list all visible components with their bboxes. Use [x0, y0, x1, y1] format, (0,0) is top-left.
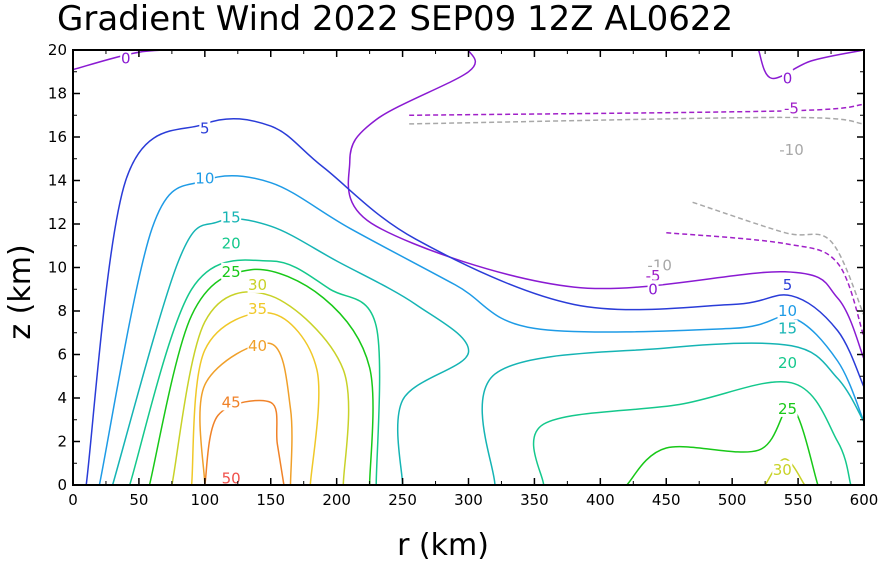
x-tick-label: 500 [718, 491, 747, 509]
y-tick-label: 6 [57, 346, 67, 364]
contour-line-20-0 [128, 259, 381, 485]
contour-label: 5 [200, 119, 210, 137]
contour-label: 25 [222, 263, 241, 281]
contour-label: 30 [773, 461, 792, 479]
contour-label-bg [643, 267, 664, 285]
contour-label: 50 [222, 469, 241, 487]
contour-line-45-0 [204, 399, 285, 485]
contour-label-bg [782, 69, 794, 87]
contour-label: 0 [121, 50, 131, 68]
y-tick-label: 18 [48, 85, 67, 103]
contour-label: 0 [783, 69, 793, 87]
contour-line-0-1 [347, 50, 864, 360]
contour-label-bg [782, 275, 794, 293]
contour-label-bg [120, 49, 132, 67]
contour-label: 25 [778, 400, 797, 418]
contour-line-15-1 [481, 342, 864, 485]
contour-label-bg [247, 336, 268, 354]
contour-line-30-0 [171, 291, 350, 485]
x-tick-label: 450 [652, 491, 681, 509]
contour-line-35-0 [190, 311, 320, 485]
contour-label-bg [647, 280, 659, 298]
contour-label-bg [781, 99, 802, 117]
contour-line-30-1 [764, 458, 806, 485]
contour-label: 30 [248, 276, 267, 294]
x-tick-label: 600 [850, 491, 879, 509]
contour-line-neg10-0 [409, 116, 864, 125]
axes: 0 50 100 150 200 250 300 350 400 450 500 550 6000246… [48, 41, 878, 509]
contour-line-0-2 [757, 50, 864, 80]
contour-label: 45 [222, 393, 241, 411]
contour-label: 15 [778, 319, 797, 337]
contour-label: 15 [222, 208, 241, 226]
x-tick-label: 350 [520, 491, 549, 509]
y-tick-label: 14 [48, 172, 67, 190]
contour-label: 10 [778, 302, 797, 320]
contour-line-neg5-0 [409, 103, 864, 117]
contour-label-bg [777, 302, 798, 319]
x-tick-label: 300 [454, 491, 483, 509]
contour-line-20-1 [532, 381, 852, 485]
y-tick-label: 10 [48, 259, 67, 277]
x-tick-label: 200 [322, 491, 351, 509]
contour-line-0-0 [73, 50, 192, 71]
contour-label-bg [247, 299, 268, 317]
contour-line-40-0 [199, 342, 293, 485]
contour-label-bg [221, 469, 242, 487]
contour-label-bg [221, 393, 242, 411]
x-tick-label: 250 [388, 491, 417, 509]
x-tick-label: 100 [191, 491, 220, 509]
contour-line-25-0 [148, 268, 374, 485]
x-tick-label: 150 [256, 491, 285, 509]
contour-label: -5 [784, 100, 799, 118]
contour-label: 10 [195, 169, 214, 187]
contour-line-neg5-1 [666, 231, 864, 338]
contour-lines [73, 50, 864, 485]
x-tick-label: 50 [129, 491, 148, 509]
contour-line-neg10-1 [692, 201, 864, 316]
y-tick-label: 4 [57, 389, 67, 407]
contour-label: 0 [648, 280, 658, 298]
contour-label-bg [777, 399, 798, 417]
contour-label-bg [199, 119, 211, 137]
contour-label-bg [221, 262, 242, 280]
contour-label-bg [221, 208, 242, 226]
contour-line-25-1 [626, 405, 819, 485]
y-tick-label: 16 [48, 128, 67, 146]
y-tick-label: 8 [57, 302, 67, 320]
contour-label-bg [777, 319, 798, 337]
contour-label: 35 [248, 300, 267, 318]
x-tick-label: 400 [586, 491, 615, 509]
chart-title: Gradient Wind 2022 SEP09 12Z AL0622 [57, 0, 733, 39]
x-tick-label: 0 [68, 491, 78, 509]
contour-line-5-0 [85, 117, 864, 485]
contour-label-bg [777, 354, 798, 372]
contour-label-bg [776, 141, 806, 159]
contour-label-bg [772, 460, 793, 478]
contour-label: -10 [779, 141, 804, 159]
contour-label: 40 [248, 337, 267, 355]
contour-label: 20 [778, 354, 797, 372]
y-tick-label: 12 [48, 215, 67, 233]
contour-label-bg [194, 169, 215, 187]
y-axis-label: z (km) [3, 244, 38, 339]
y-tick-label: 2 [57, 433, 67, 451]
x-tick-label: 550 [784, 491, 813, 509]
contour-line-15-0 [111, 218, 470, 485]
x-axis-label: r (km) [397, 528, 489, 561]
y-tick-label: 0 [57, 476, 67, 494]
contour-label-bg [221, 234, 242, 252]
contour-label-bg [247, 275, 268, 293]
contour-label: 5 [783, 276, 793, 294]
contour-label: 20 [222, 235, 241, 253]
y-tick-label: 20 [48, 41, 67, 59]
